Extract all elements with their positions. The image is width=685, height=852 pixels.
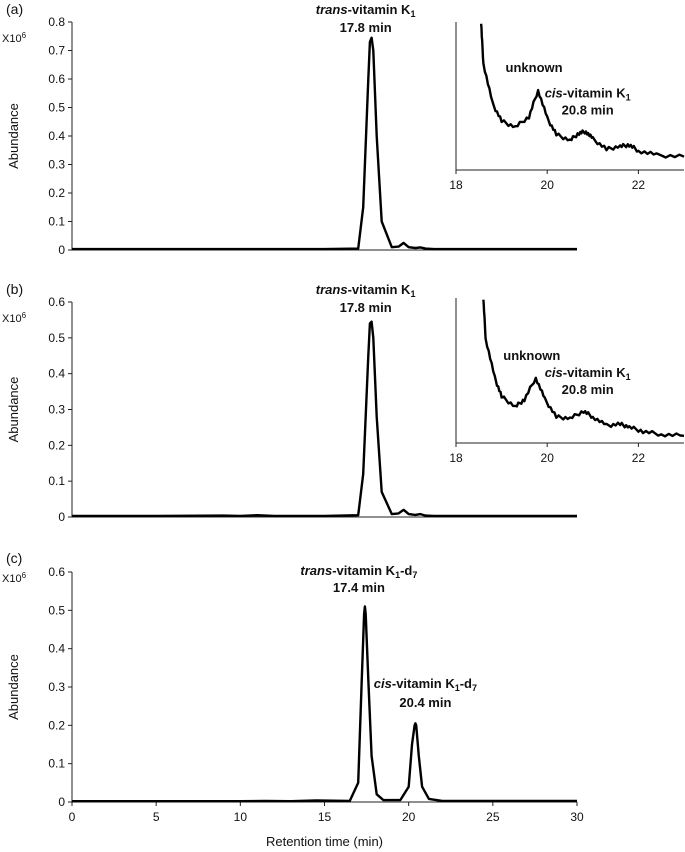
y-tick-label: 0.3 <box>48 158 65 172</box>
x-tick-label: 15 <box>318 810 332 824</box>
y-axis-label: Abundance <box>6 103 21 169</box>
inset-x-tick-label: 22 <box>632 178 646 192</box>
peak-time-label: 17.4 min <box>333 580 385 595</box>
chromatogram-trace <box>72 605 577 803</box>
y-tick-label: 0.5 <box>48 331 65 345</box>
y-multiplier: X106 <box>2 311 27 325</box>
chart-panel-3: (c) 0 0.1 0.2 0.3 0.4 0.5 0.6 0 5 10 15 20 25 30 Retent… <box>2 550 584 849</box>
panel-label: (c) <box>6 550 22 566</box>
y-tick-label: 0.1 <box>48 757 65 771</box>
y-axis-label: Abundance <box>6 377 21 443</box>
panel-label: (b) <box>6 281 23 297</box>
chart-panel-1: (a) 0 0.1 0.2 0.3 0.4 0.5 0.6 0.7 0.8 Abundance X10… <box>2 1 685 257</box>
y-tick-label: 0.3 <box>48 403 65 417</box>
inset-peak-time-label: 20.8 min <box>562 103 614 118</box>
x-tick-label: 25 <box>486 810 500 824</box>
peak-time-label: 17.8 min <box>340 300 392 315</box>
x-tick-label: 10 <box>234 810 248 824</box>
y-tick-label: 0.4 <box>48 367 65 381</box>
y-tick-label: 0 <box>58 243 65 257</box>
inset-peak-label: unknown <box>506 60 563 75</box>
inset-peak-label: cis-vitamin K1 <box>545 86 631 103</box>
peak-time-label: 20.4 min <box>399 695 451 710</box>
inset-x-tick-label: 18 <box>449 451 463 465</box>
y-tick-label: 0.2 <box>48 718 65 732</box>
inset-x-tick-label: 20 <box>541 451 555 465</box>
x-tick-label: 20 <box>402 810 416 824</box>
peak-label: trans-vitamin K1-d7 <box>300 563 417 580</box>
y-tick-label: 0.5 <box>48 101 65 115</box>
peak-label: cis-vitamin K1-d7 <box>374 676 477 693</box>
panel-label: (a) <box>6 1 23 17</box>
x-tick-label: 5 <box>153 810 160 824</box>
inset-peak-label: cis-vitamin K1 <box>545 365 631 382</box>
y-tick-label: 0.7 <box>48 44 65 58</box>
y-tick-label: 0.2 <box>48 186 65 200</box>
y-tick-label: 0 <box>58 510 65 524</box>
y-tick-label: 0.4 <box>48 129 65 143</box>
y-tick-label: 0.5 <box>48 603 65 617</box>
inset-x-tick-label: 20 <box>541 178 555 192</box>
peak-label: trans-vitamin K1 <box>316 282 416 299</box>
y-tick-label: 0.3 <box>48 680 65 694</box>
y-tick-label: 0.6 <box>48 295 65 309</box>
x-tick-label: 0 <box>69 810 76 824</box>
y-multiplier: X106 <box>2 31 27 45</box>
inset-trace <box>479 23 685 159</box>
inset-x-tick-label: 22 <box>632 451 646 465</box>
peak-time-label: 17.8 min <box>340 20 392 35</box>
y-tick-label: 0.1 <box>48 215 65 229</box>
inset-x-tick-label: 18 <box>449 178 463 192</box>
y-tick-label: 0.2 <box>48 438 65 452</box>
chromatogram-trace <box>72 36 577 251</box>
peak-label: trans-vitamin K1 <box>316 2 416 19</box>
chart-panel-2: (b) 0 0.1 0.2 0.3 0.4 0.5 0.6 Abundance X106 trans… <box>2 281 685 524</box>
y-tick-label: 0.6 <box>48 72 65 86</box>
x-axis-label: Retention time (min) <box>266 834 383 849</box>
y-multiplier: X106 <box>2 571 27 585</box>
x-tick-label: 30 <box>570 810 584 824</box>
y-tick-label: 0.1 <box>48 474 65 488</box>
chromatogram-trace <box>72 320 577 518</box>
y-tick-label: 0 <box>58 795 65 809</box>
y-tick-label: 0.8 <box>48 15 65 29</box>
inset-peak-label: unknown <box>503 348 560 363</box>
y-tick-label: 0.4 <box>48 642 65 656</box>
inset-peak-time-label: 20.8 min <box>562 382 614 397</box>
inset-trace <box>482 299 685 438</box>
y-axis-label: Abundance <box>6 654 21 720</box>
y-tick-label: 0.6 <box>48 565 65 579</box>
